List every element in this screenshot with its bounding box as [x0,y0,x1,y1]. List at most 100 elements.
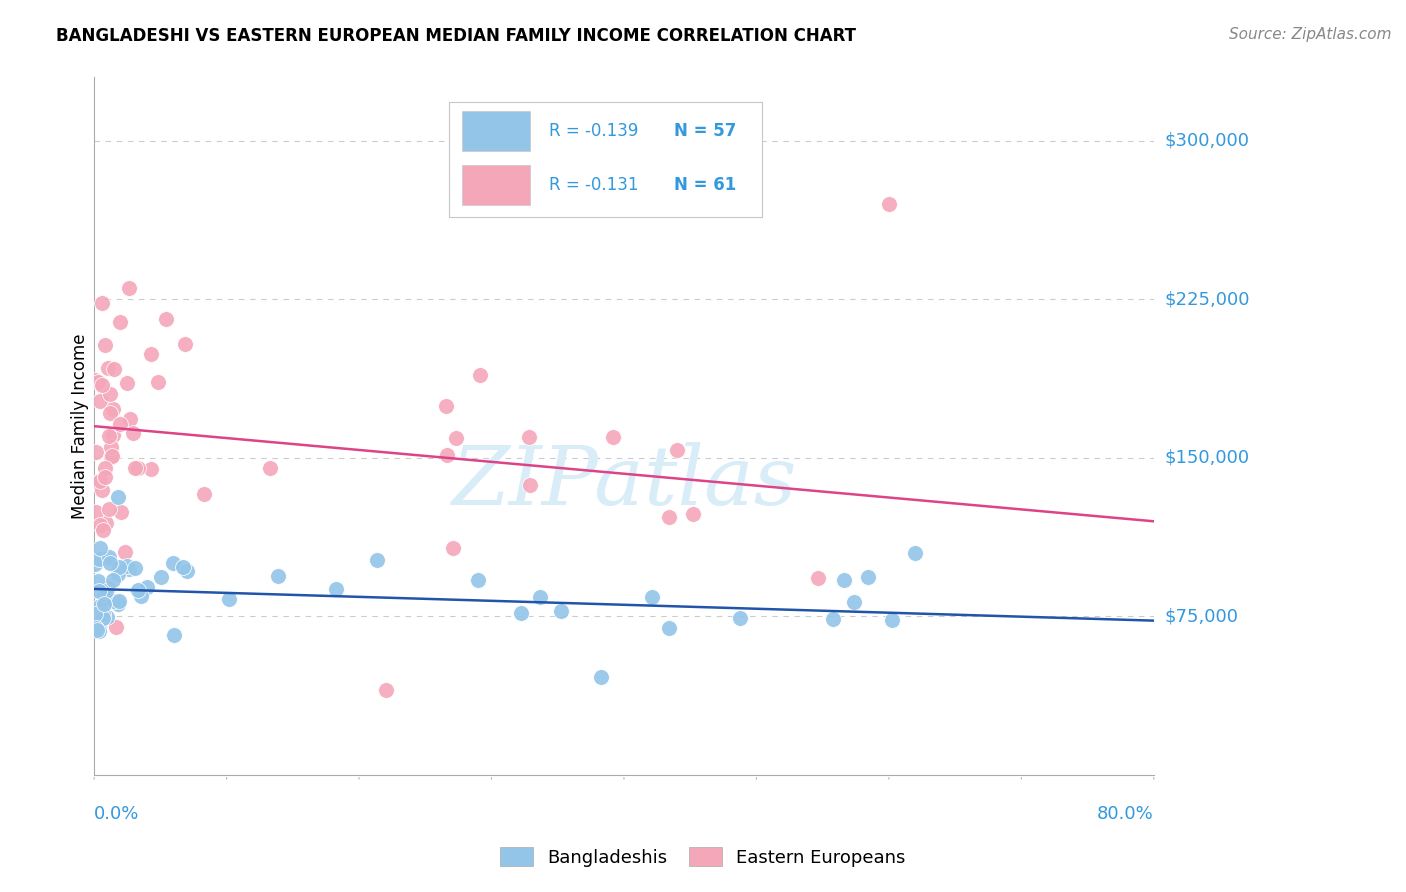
Point [93,587,115,601]
Point [90,296,112,310]
Point [94,460,117,475]
Point [877,197,900,211]
Point [84,505,107,519]
Point [267,569,290,583]
Point [529,591,551,605]
Point [149,570,172,584]
Point [193,486,215,500]
Text: ZIPatlas: ZIPatlas [451,442,797,522]
Point [84,613,107,627]
Text: $300,000: $300,000 [1166,132,1250,150]
Point [91,523,114,537]
Point [118,280,141,294]
Point [87,574,110,588]
Point [87,583,110,598]
Point [682,508,704,522]
Point [856,570,879,584]
Text: 0.0%: 0.0% [94,805,139,823]
Point [97,502,120,516]
Point [108,593,131,607]
Point [93,597,115,611]
Point [97,360,120,375]
Point [823,612,845,626]
Point [94,469,117,483]
Point [110,505,132,519]
Point [89,541,111,555]
Point [115,376,138,390]
Point [98,556,121,570]
Point [834,573,856,587]
Point [94,516,117,530]
Point [434,399,457,413]
Legend: Bangladeshis, Eastern Europeans: Bangladeshis, Eastern Europeans [494,840,912,874]
Point [100,450,122,464]
Point [880,613,903,627]
Point [665,443,688,458]
Point [89,552,111,566]
Point [122,425,145,440]
Point [97,581,120,595]
Point [91,483,114,498]
Point [107,598,129,612]
Text: $75,000: $75,000 [1166,607,1239,625]
Point [127,582,149,597]
Text: BANGLADESHI VS EASTERN EUROPEAN MEDIAN FAMILY INCOME CORRELATION CHART: BANGLADESHI VS EASTERN EUROPEAN MEDIAN F… [56,27,856,45]
Point [91,607,114,621]
Point [470,368,492,383]
Point [259,460,281,475]
Point [728,611,751,625]
Point [108,559,131,574]
Point [89,517,111,532]
Point [155,312,177,326]
Point [94,338,117,352]
Point [602,430,624,444]
Point [96,610,118,624]
Text: 80.0%: 80.0% [1097,805,1154,823]
Point [89,599,111,614]
Point [172,559,194,574]
Point [118,562,141,576]
Point [103,573,125,587]
Point [87,607,110,621]
Point [89,624,111,638]
Point [436,448,458,462]
Point [84,445,107,459]
Point [163,628,186,642]
Point [100,440,122,454]
Point [86,623,108,637]
Point [90,378,112,392]
Point [176,564,198,578]
Point [124,461,146,475]
Point [141,462,163,476]
Point [101,402,124,417]
Point [141,347,163,361]
Point [96,584,118,599]
Point [658,621,681,635]
Point [124,561,146,575]
Point [844,595,866,609]
Point [98,549,121,564]
Point [374,683,396,698]
Point [87,619,110,633]
Text: Source: ZipAtlas.com: Source: ZipAtlas.com [1229,27,1392,42]
Point [146,375,169,389]
Point [444,431,467,445]
Point [325,582,347,596]
Point [807,571,830,585]
Point [103,594,125,608]
Point [89,393,111,408]
Point [91,611,114,625]
Point [131,589,153,603]
Point [84,558,107,572]
Point [105,620,128,634]
Point [98,429,121,443]
Point [101,428,124,442]
Text: $225,000: $225,000 [1166,291,1250,309]
Point [519,478,541,492]
Point [84,607,107,622]
Point [366,552,388,566]
Point [101,449,124,463]
Point [114,545,136,559]
Point [98,387,121,401]
Point [103,362,125,376]
